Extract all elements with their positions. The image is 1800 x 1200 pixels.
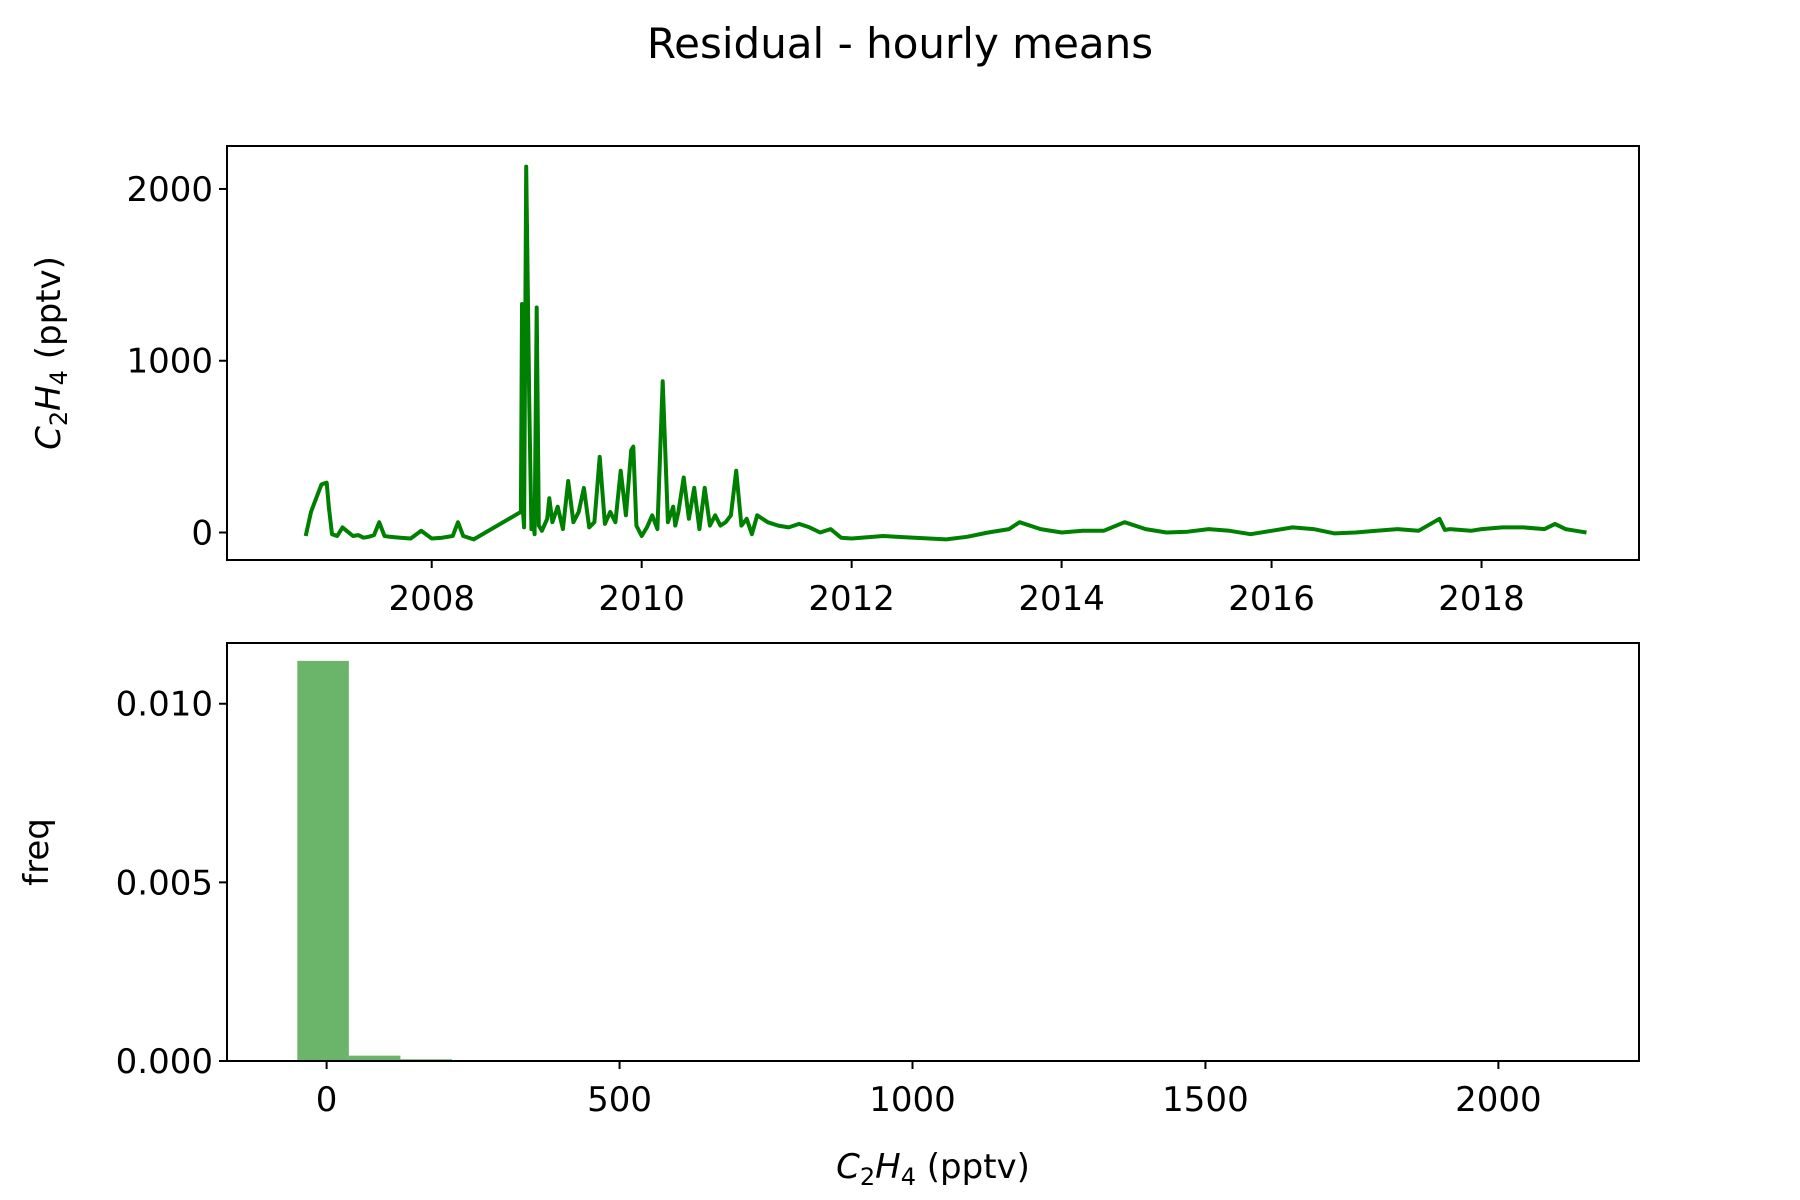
hist-x-tick-label: 2000: [1455, 1080, 1542, 1120]
hist-bar: [348, 1055, 401, 1061]
hist-bar: [297, 660, 349, 1061]
hist-x-tick-label: 1500: [1162, 1080, 1249, 1120]
line-x-tick-label: 2016: [1228, 579, 1315, 619]
hist-y-tick-label: 0.000: [116, 1042, 213, 1082]
line-x-tick-label: 2014: [1018, 579, 1105, 619]
hist-x-tick-label: 500: [587, 1080, 652, 1120]
line-y-ticks: 0 1000 2000: [126, 170, 227, 554]
hist-x-ticks: 0 500 1000 1500 2000: [316, 1061, 1542, 1120]
line-chart-frame: [226, 145, 1640, 561]
hist-x-tick-label: 0: [316, 1080, 338, 1120]
histogram-axes: 0 500 1000 1500 2000 0.000 0.005 0.010 freq C2…: [17, 642, 1640, 1191]
line-x-tick-label: 2018: [1438, 579, 1525, 619]
histogram-plot-area: [297, 660, 452, 1061]
figure-title: Residual - hourly means: [647, 19, 1153, 68]
line-x-tick-label: 2010: [598, 579, 685, 619]
hist-x-axis-label: C2H4 (pptv): [836, 1147, 1030, 1191]
line-y-tick-label: 1000: [126, 342, 213, 382]
line-x-tick-label: 2008: [388, 579, 475, 619]
line-plot-area: [303, 164, 1587, 542]
histogram-frame: [226, 642, 1640, 1062]
line-x-tick-label: 2012: [808, 579, 895, 619]
line-y-tick-label: 2000: [126, 170, 213, 210]
line-chart-axes: 2008 2010 2012 2014 2016 2018 0 1000 2000 C2H4 …: [29, 145, 1640, 619]
line-series-0: [303, 164, 1587, 542]
line-y-tick-label: 0: [191, 514, 213, 554]
line-y-axis-label: C2H4 (pptv): [29, 256, 73, 450]
hist-x-tick-label: 1000: [869, 1080, 956, 1120]
hist-y-tick-label: 0.005: [116, 863, 213, 903]
line-x-ticks: 2008 2010 2012 2014 2016 2018: [388, 560, 1525, 619]
hist-y-tick-label: 0.010: [116, 685, 213, 725]
hist-y-ticks: 0.000 0.005 0.010: [116, 685, 227, 1082]
hist-y-axis-label: freq: [17, 818, 57, 886]
